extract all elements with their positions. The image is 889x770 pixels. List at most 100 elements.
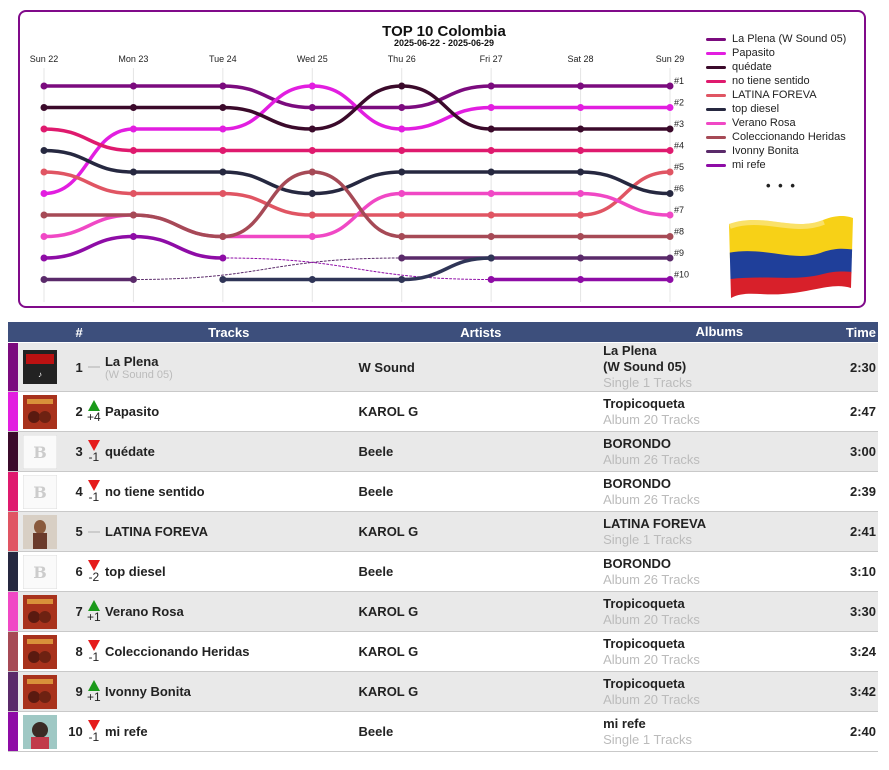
series-point[interactable] (219, 125, 227, 133)
album-cover-image[interactable]: B (22, 554, 58, 589)
table-row[interactable]: 9 +1 Ivonny Bonita KAROL G Tropicoqueta Album… (8, 671, 878, 712)
series-point[interactable] (666, 254, 674, 262)
series-point[interactable] (129, 233, 137, 240)
series-point[interactable] (577, 276, 585, 283)
track-title[interactable]: mi refe (104, 724, 148, 739)
header-artists[interactable]: Artists (352, 322, 604, 343)
series-point[interactable] (398, 276, 406, 283)
artist-name[interactable]: KAROL G (358, 684, 419, 699)
track-title[interactable]: Ivonny Bonita (104, 684, 191, 699)
table-row[interactable]: 7 +1 Verano Rosa KAROL G Tropicoqueta Album 2… (8, 591, 878, 632)
table-row[interactable]: B 4 -1 no tiene sentido Beele BORONDO Album 26… (8, 471, 878, 512)
series-point[interactable] (577, 211, 585, 219)
series-point[interactable] (308, 125, 316, 133)
track-title[interactable]: top diesel (104, 564, 166, 579)
table-row[interactable]: ♪ 1 La Plena (W Sound 05) W Sound La Plena (W … (8, 342, 878, 392)
series-point[interactable] (129, 147, 137, 154)
series-point[interactable] (308, 168, 316, 176)
legend-item[interactable]: Ivonny Bonita (706, 144, 846, 158)
track-title[interactable]: Coleccionando Heridas (104, 644, 250, 659)
series-point[interactable] (666, 211, 674, 219)
legend-item[interactable]: mi refe (706, 158, 846, 172)
series-point[interactable] (40, 82, 48, 90)
legend-item[interactable]: top diesel (706, 102, 846, 116)
legend-item[interactable]: La Plena (W Sound 05) (706, 32, 846, 46)
table-row[interactable]: 8 -1 Coleccionando Heridas KAROL G Tropicoqu… (8, 631, 878, 672)
series-point[interactable] (577, 254, 585, 262)
artist-name[interactable]: Beele (358, 444, 394, 459)
track-title[interactable]: LATINA FOREVA (104, 524, 208, 539)
series-point[interactable] (398, 168, 406, 176)
album-title[interactable]: Tropicoqueta (603, 675, 685, 691)
artist-name[interactable]: Beele (358, 484, 394, 499)
series-point[interactable] (40, 276, 48, 283)
album-cover-image[interactable]: ♪ (23, 350, 58, 384)
artist-name[interactable]: KAROL G (358, 604, 419, 619)
series-point[interactable] (398, 211, 406, 219)
series-point[interactable] (308, 82, 316, 90)
legend-item[interactable]: quédate (706, 60, 846, 74)
album-cover-image[interactable] (23, 514, 58, 549)
series-point[interactable] (666, 233, 674, 240)
album-title[interactable]: Tropicoqueta (603, 595, 685, 611)
legend-item[interactable]: Papasito (706, 46, 846, 60)
series-point[interactable] (487, 168, 495, 176)
series-point[interactable] (219, 168, 227, 176)
series-point[interactable] (129, 125, 137, 133)
album-title[interactable]: La Plena (603, 343, 657, 358)
series-point[interactable] (398, 125, 406, 133)
series-point[interactable] (398, 147, 406, 154)
series-point[interactable] (40, 168, 48, 176)
series-point[interactable] (40, 254, 48, 262)
series-point[interactable] (40, 125, 48, 133)
artist-name[interactable]: Beele (358, 564, 394, 579)
artist-name[interactable]: Beele (358, 724, 394, 739)
series-point[interactable] (487, 254, 495, 262)
album-title[interactable]: Tropicoqueta (603, 635, 685, 651)
series-point[interactable] (308, 190, 316, 197)
series-point[interactable] (666, 147, 674, 154)
series-point[interactable] (487, 125, 495, 133)
series-point[interactable] (398, 190, 406, 197)
table-row[interactable]: 5 LATINA FOREVA KAROL G LATINA FOREVA Single… (8, 511, 878, 552)
track-title[interactable]: quédate (104, 444, 155, 459)
series-point[interactable] (129, 276, 137, 283)
series-point[interactable] (40, 104, 48, 111)
series-point[interactable] (487, 82, 495, 90)
series-point[interactable] (40, 233, 48, 240)
series-point[interactable] (487, 233, 495, 240)
album-cover-image[interactable] (23, 634, 58, 669)
series-point[interactable] (398, 104, 406, 111)
series-point[interactable] (40, 211, 48, 219)
track-title[interactable]: no tiene sentido (104, 484, 205, 499)
series-point[interactable] (666, 168, 674, 176)
series-point[interactable] (487, 276, 495, 283)
series-point[interactable] (129, 168, 137, 176)
album-title[interactable]: BORONDO (603, 475, 671, 491)
series-point[interactable] (487, 104, 495, 111)
series-point[interactable] (398, 254, 406, 262)
album-title[interactable]: BORONDO (603, 435, 671, 451)
series-point[interactable] (666, 125, 674, 133)
series-point[interactable] (219, 82, 227, 90)
series-point[interactable] (577, 147, 585, 154)
series-point[interactable] (129, 82, 137, 90)
album-title[interactable]: LATINA FOREVA (603, 515, 707, 531)
series-point[interactable] (487, 147, 495, 154)
series-point[interactable] (129, 211, 137, 219)
legend-item[interactable]: Verano Rosa (706, 116, 846, 130)
legend-item[interactable]: LATINA FOREVA (706, 88, 846, 102)
legend-item[interactable]: no tiene sentido (706, 74, 846, 88)
album-cover-image[interactable] (23, 594, 58, 629)
track-title[interactable]: Papasito (104, 404, 160, 419)
album-cover-image[interactable] (23, 714, 58, 749)
series-point[interactable] (666, 190, 674, 197)
series-point[interactable] (666, 276, 674, 283)
series-point[interactable] (666, 82, 674, 90)
album-cover-image[interactable]: B (22, 434, 58, 469)
series-point[interactable] (577, 82, 585, 90)
artist-name[interactable]: KAROL G (358, 644, 419, 659)
series-point[interactable] (219, 276, 227, 283)
series-point[interactable] (308, 233, 316, 240)
album-cover-image[interactable] (23, 394, 58, 429)
